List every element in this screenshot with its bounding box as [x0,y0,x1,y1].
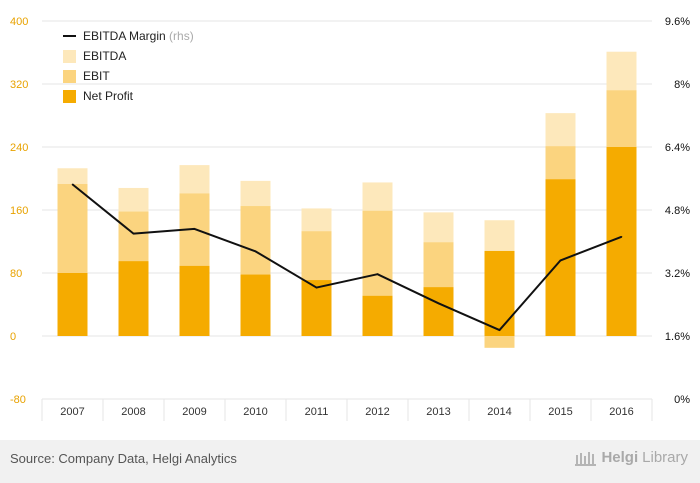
bar-ebit [484,336,515,348]
x-tick-label: 2011 [305,406,329,418]
x-tick-label: 2014 [487,406,511,418]
legend-label-suffix: (rhs) [166,29,194,43]
bar-net-profit [57,273,88,336]
bar-net-profit [301,280,332,336]
bar-net-profit [545,179,576,336]
brand-name-a: Helgi [601,449,639,466]
y-right-tick-label: 9.6% [665,16,690,28]
legend-label: Net Profit [83,89,134,103]
y-right-tick-label: 4.8% [665,205,690,217]
line-point [254,250,257,253]
line-point [620,235,623,238]
line-point [376,273,379,275]
brand-name-b: Library [642,449,688,466]
y-right-tick-label: 8% [674,79,690,91]
legend-label: EBIT [83,69,110,83]
bar-net-profit [362,295,393,336]
legend-label: EBITDA [83,49,126,63]
x-tick-label: 2013 [426,406,450,418]
y-left-tick-label: 160 [10,205,28,217]
x-tick-label: 2008 [121,406,145,418]
y-left-tick-label: 400 [10,16,28,28]
footer: Source: Company Data, Helgi Analytics He… [0,440,700,483]
chart-area: -80 0% 0 1.6% 80 3.2% 160 4.8% 240 6.4% 320 8% 400 9.… [10,16,690,421]
y-left-tick-label: 80 [10,268,22,280]
y-left-tick-label: 240 [10,142,28,154]
y-right-tick-label: 1.6% [665,331,690,343]
line-point [559,259,562,262]
bar-net-profit [118,261,149,336]
y-left-tick-label: 320 [10,79,28,91]
line-point [437,302,440,305]
legend-swatch [63,50,76,63]
chart: -80 0% 0 1.6% 80 3.2% 160 4.8% 240 6.4% 320 8% 400 9.… [10,16,690,421]
legend-swatch [63,90,76,103]
bar-net-profit [240,274,271,336]
x-tick-label: 2015 [548,406,572,418]
brand-logo: Helgi Library [575,449,688,466]
bar-net-profit [179,265,210,336]
x-tick-label: 2016 [609,406,633,418]
line-point [498,329,501,331]
y-left-tick-label: -80 [10,394,26,406]
line-point [71,183,74,186]
x-tick-label: 2010 [243,406,267,418]
line-point [193,228,196,230]
series-line-ebitda-margin [71,183,622,332]
line-point [315,286,318,289]
y-right-tick-label: 3.2% [665,268,690,280]
x-tick-label: 2007 [60,406,84,418]
y-left-tick-label: 0 [10,331,16,343]
bar-net-profit [423,287,454,336]
legend-swatch [63,70,76,83]
source-text: Source: Company Data, Helgi Analytics [10,451,237,466]
y-right-tick-label: 0% [674,394,690,406]
library-icon [575,451,597,466]
y-right-tick-label: 6.4% [665,142,690,154]
line-point [132,232,135,235]
x-tick-label: 2009 [182,406,206,418]
legend-label: EBITDA Margin (rhs) [83,29,194,43]
x-tick-label: 2012 [365,406,389,418]
bar-net-profit [484,250,515,336]
